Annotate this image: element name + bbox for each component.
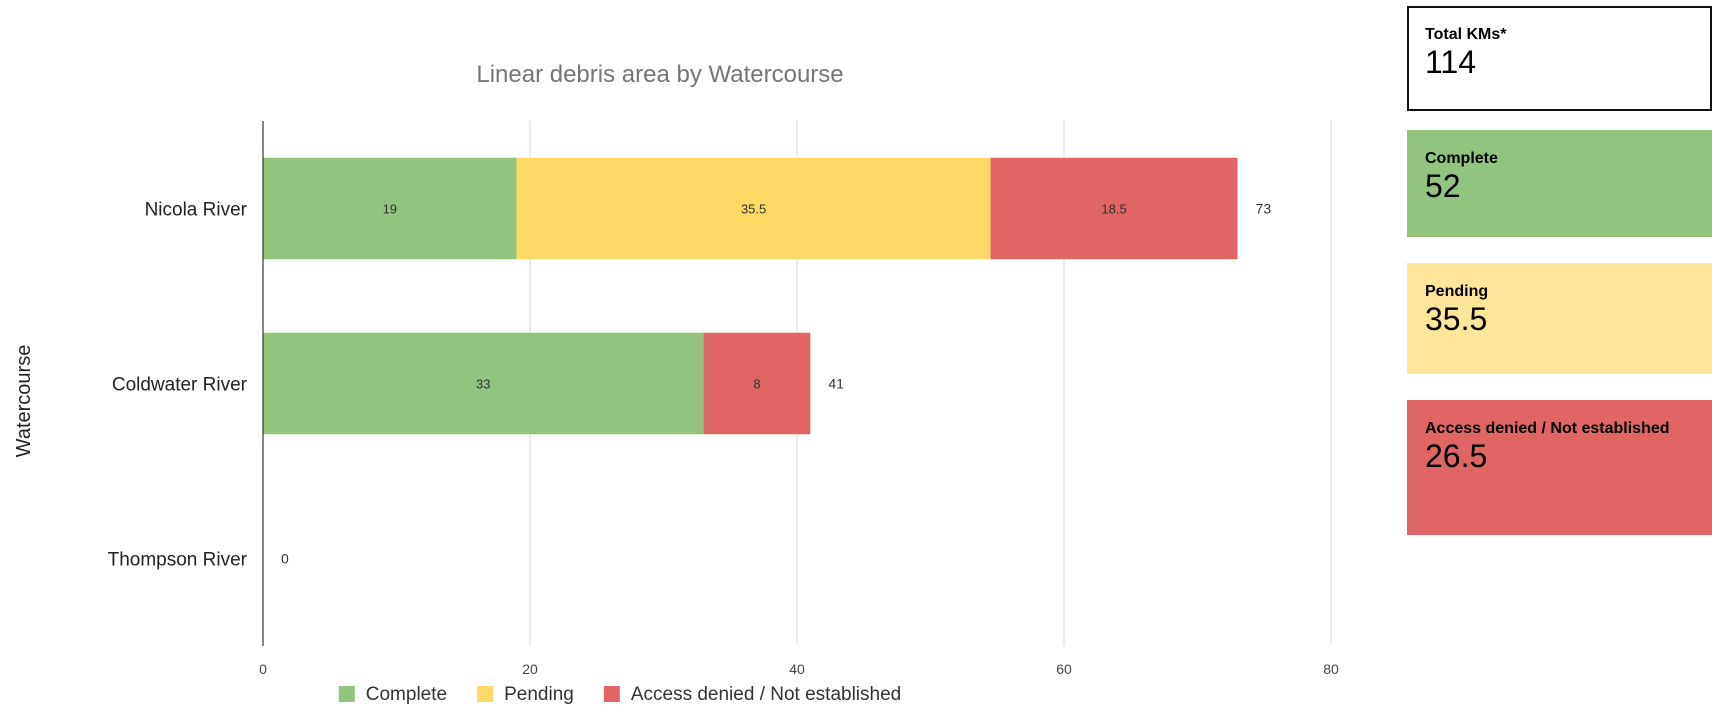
chart-title: Linear debris area by Watercourse [476,61,843,88]
legend-label: Pending [504,684,574,705]
category-labels: Nicola River Coldwater River Thompson Rive… [108,200,248,571]
category-label: Coldwater River [112,375,248,396]
card-access-denied: Access denied / Not established 26.5 [1407,400,1712,535]
card-complete-value: 52 [1425,169,1712,203]
card-complete-label: Complete [1425,148,1712,169]
x-tick-label: 0 [259,661,267,677]
category-label: Thompson River [108,550,248,571]
bar-total-label: 41 [828,376,844,392]
bar-value-label: 18.5 [1101,202,1126,217]
bar-value-label: 19 [383,202,397,217]
legend-label: Complete [366,684,447,705]
bars [263,158,1238,435]
category-label: Nicola River [145,200,248,221]
x-tick-label: 60 [1056,661,1072,677]
bar-value-label: 8 [753,377,760,392]
legend: Complete Pending Access denied / Not estab… [339,684,901,705]
card-pending-label: Pending [1425,281,1712,302]
card-total-kms: Total KMs* 114 [1407,6,1712,111]
card-pending: Pending 35.5 [1407,263,1712,374]
bar-value-label: 33 [476,377,490,392]
card-complete: Complete 52 [1407,130,1712,237]
legend-swatch [604,686,620,702]
legend-item: Complete [339,684,447,705]
x-tick-label: 80 [1323,661,1339,677]
legend-swatch [339,686,355,702]
card-denied-value: 26.5 [1425,439,1712,473]
legend-item: Access denied / Not established [604,684,901,705]
card-denied-label: Access denied / Not established [1425,418,1712,439]
card-pending-value: 35.5 [1425,302,1712,336]
bar-value-label: 35.5 [741,202,766,217]
card-total-label: Total KMs* [1425,24,1710,45]
legend-item: Pending [477,684,574,705]
legend-label: Access denied / Not established [631,684,901,705]
stacked-bar-chart: Linear debris area by Watercourse 19 35.5… [0,0,1400,725]
legend-swatch [477,686,493,702]
y-axis-title: Watercourse [13,345,35,458]
bar-total-label: 73 [1256,201,1272,217]
x-tick-labels: 0 20 40 60 80 [259,661,1339,677]
x-tick-label: 40 [789,661,805,677]
card-total-value: 114 [1425,45,1710,79]
bar-total-label: 0 [281,551,289,567]
x-tick-label: 20 [522,661,538,677]
